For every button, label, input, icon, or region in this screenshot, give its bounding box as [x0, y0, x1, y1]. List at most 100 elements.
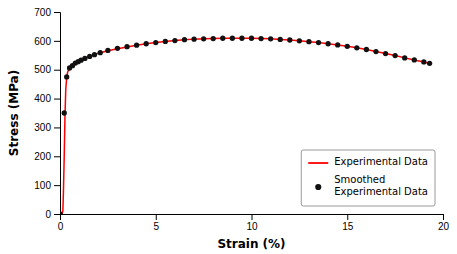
legend-swatch: [315, 184, 321, 190]
marks: [60, 36, 432, 214]
point: [87, 54, 92, 59]
tick-label: 300: [34, 122, 51, 133]
point: [105, 48, 110, 53]
y-axis: 0 100 200 300 400 500 600 700: [34, 7, 60, 220]
point: [124, 44, 129, 49]
point: [211, 36, 216, 41]
point: [182, 37, 187, 42]
tick: 400: [34, 93, 60, 104]
tick-label: 5: [153, 221, 159, 232]
point: [345, 44, 350, 49]
point: [163, 39, 168, 44]
point: [402, 55, 407, 60]
point: [82, 56, 87, 61]
tick: 0: [58, 214, 64, 232]
tick: 100: [34, 180, 60, 191]
plot: 051015200100200300400500600700Experiment…: [34, 7, 449, 232]
point: [92, 52, 97, 57]
point: [306, 39, 311, 44]
point: [62, 110, 67, 115]
chart: 051015200100200300400500600700Experiment…: [0, 0, 457, 254]
point: [153, 40, 158, 45]
tick-label: 15: [342, 221, 354, 232]
legend-frame: [301, 150, 435, 206]
point: [316, 40, 321, 45]
tick: 500: [34, 64, 60, 75]
point: [249, 36, 254, 41]
legend-item: SmoothedExperimental Data: [315, 174, 428, 197]
tick-label: 10: [246, 221, 258, 232]
tick: 10: [246, 214, 258, 232]
legend-label-line: Smoothed: [334, 174, 385, 185]
tick-mark: [54, 185, 60, 186]
point: [220, 36, 225, 41]
tick-mark: [156, 214, 157, 220]
tick-mark: [54, 214, 60, 215]
axis-line: [61, 215, 444, 221]
tick: 700: [34, 7, 60, 18]
tick-label: 600: [34, 36, 51, 47]
tick-mark: [54, 127, 60, 128]
tick-mark: [54, 156, 60, 157]
point: [421, 59, 426, 64]
tick-mark: [54, 41, 60, 42]
point: [98, 50, 103, 55]
tick-mark: [54, 12, 60, 13]
tick: 0: [45, 209, 60, 220]
tick-label: 400: [34, 93, 51, 104]
legend-label-line: Experimental Data: [334, 156, 428, 167]
x-axis-title: Strain (%): [217, 237, 285, 251]
point: [287, 37, 292, 42]
tick: 5: [153, 214, 159, 232]
tick-label: 700: [34, 7, 51, 18]
legend: Experimental DataSmoothedExperimental Da…: [301, 150, 435, 206]
tick-mark: [252, 214, 253, 220]
tick-mark: [54, 70, 60, 71]
point: [115, 46, 120, 51]
point: [191, 36, 196, 41]
point: [383, 51, 388, 56]
point: [268, 36, 273, 41]
point: [134, 43, 139, 48]
tick: 600: [34, 36, 60, 47]
legend-swatch: [308, 162, 328, 164]
point: [364, 47, 369, 52]
y-axis-title: Stress (MPa): [7, 70, 21, 156]
point: [335, 42, 340, 47]
tick: 15: [342, 214, 354, 232]
axis-line: [54, 13, 61, 215]
point: [412, 57, 417, 62]
point: [144, 41, 149, 46]
point: [392, 53, 397, 58]
point: [427, 61, 432, 66]
point: [230, 36, 235, 41]
legend-label: Experimental Data: [334, 156, 428, 167]
legend-label-line: Experimental Data: [334, 186, 428, 197]
point: [278, 37, 283, 42]
tick: 200: [34, 151, 60, 162]
tick-label: 500: [34, 64, 51, 75]
point: [325, 41, 330, 46]
line: [60, 38, 430, 214]
tick-label: 0: [45, 209, 51, 220]
point: [239, 36, 244, 41]
tick-mark: [347, 214, 348, 220]
tick-mark: [54, 99, 60, 100]
tick: 20: [438, 214, 450, 232]
tick-label: 200: [34, 151, 51, 162]
tick-label: 20: [438, 221, 450, 232]
tick-mark: [443, 214, 444, 220]
point: [64, 74, 69, 79]
point: [258, 36, 263, 41]
point: [354, 45, 359, 50]
point: [60, 211, 63, 214]
point: [172, 38, 177, 43]
point: [297, 38, 302, 43]
tick-label: 0: [58, 221, 64, 232]
x-axis: 0 5 10 15 20: [58, 214, 450, 232]
legend-label: SmoothedExperimental Data: [334, 174, 428, 197]
point: [373, 49, 378, 54]
tick-label: 100: [34, 180, 51, 191]
point: [201, 36, 206, 41]
scatter-series: [60, 36, 432, 214]
